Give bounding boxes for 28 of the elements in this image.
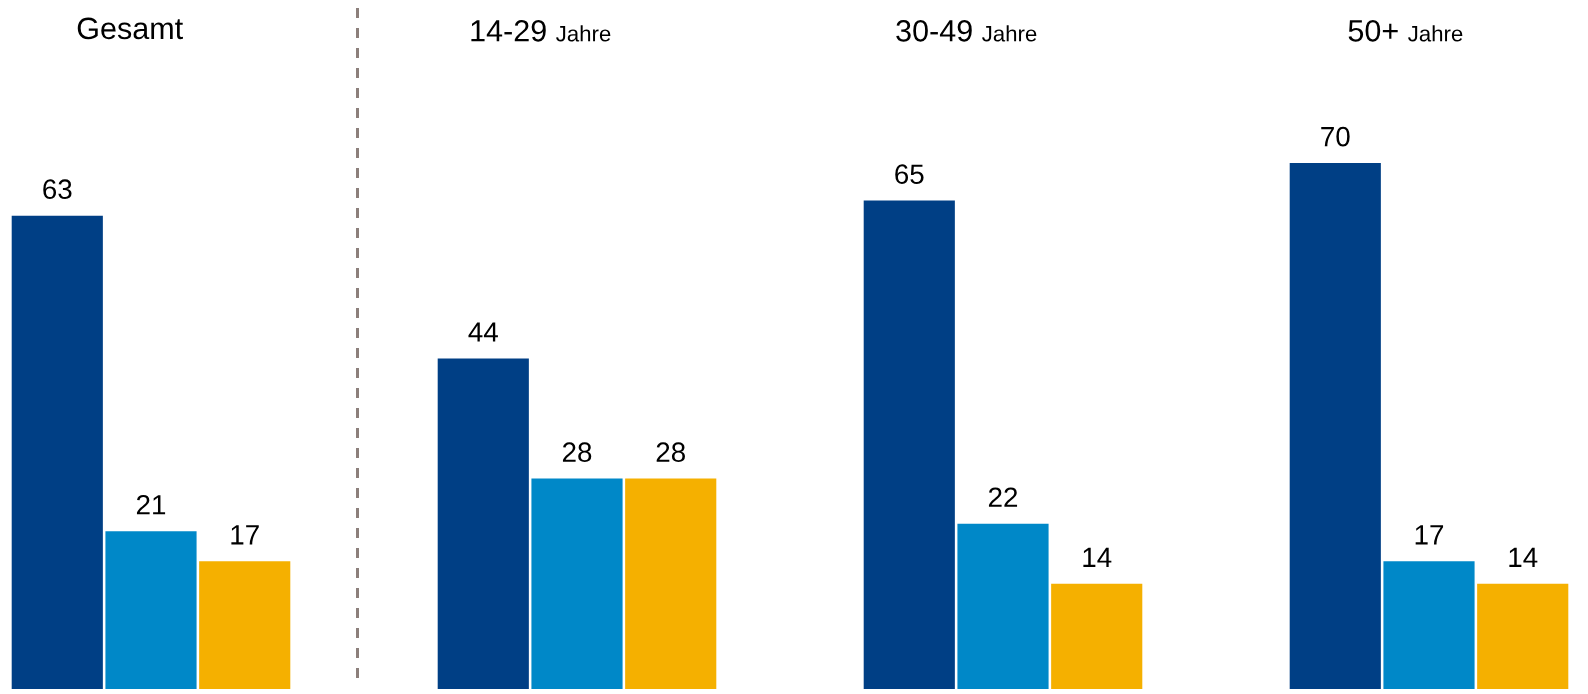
bar (957, 523, 1049, 689)
x-tick-label: 50+ Jahre (1348, 20, 1463, 42)
x-tick-label: 30-49 Jahre (896, 20, 1037, 42)
data-label: 14 (1083, 547, 1112, 567)
bar (1383, 561, 1475, 689)
bar (11, 215, 103, 689)
data-label: 28 (656, 442, 685, 463)
data-label: 65 (895, 164, 924, 185)
x-tick-label: 14-29 Jahre (471, 20, 611, 42)
bar (437, 358, 529, 689)
data-label: 21 (136, 494, 166, 515)
data-label: 70 (1321, 126, 1350, 147)
data-label: 63 (43, 179, 72, 200)
data-label: 44 (468, 322, 498, 342)
data-label: 17 (231, 525, 259, 545)
data-label: 14 (1509, 547, 1538, 567)
bar (1051, 583, 1143, 689)
bar (625, 478, 717, 689)
bar (1289, 163, 1381, 689)
data-label: 28 (562, 442, 592, 463)
data-label: 17 (1415, 525, 1444, 545)
bar (531, 478, 623, 689)
data-label: 22 (988, 487, 1018, 507)
bar (863, 200, 955, 689)
x-tick-label: Gesamt (77, 17, 183, 40)
bar (199, 561, 291, 689)
bar (1477, 583, 1569, 689)
bar (105, 531, 197, 689)
